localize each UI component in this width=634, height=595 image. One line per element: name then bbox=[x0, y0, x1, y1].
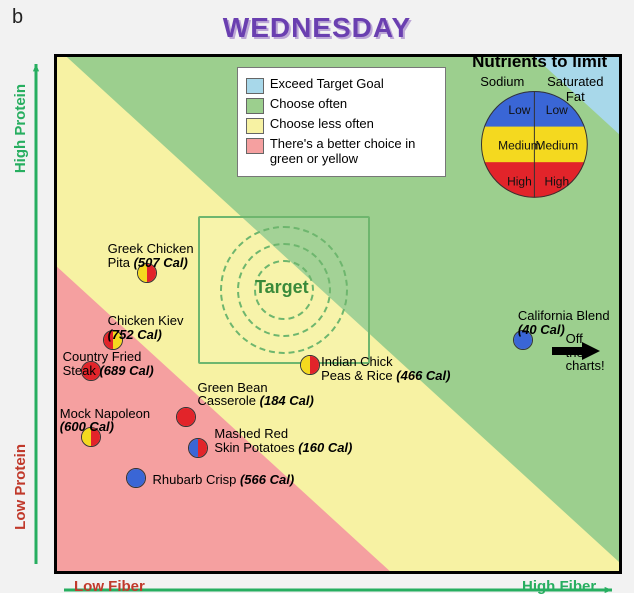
svg-text:Low: Low bbox=[509, 103, 531, 117]
legend-row: There's a better choice in green or yell… bbox=[246, 137, 437, 167]
food-point bbox=[176, 407, 196, 427]
food-point bbox=[126, 468, 146, 488]
svg-text:Medium: Medium bbox=[498, 139, 541, 153]
chart-area: Target Exceed Target GoalChoose oftenCho… bbox=[54, 54, 622, 574]
food-label: Green BeanCasserole (184 Cal) bbox=[198, 381, 314, 408]
axis-label: High Fiber bbox=[522, 578, 596, 595]
plot-area: Target Exceed Target GoalChoose oftenCho… bbox=[57, 57, 619, 571]
food-label: Mock Napoleon(600 Cal) bbox=[60, 407, 150, 434]
legend: Exceed Target Goal Choose often Choose les… bbox=[237, 67, 446, 177]
axis-label: Low Fiber bbox=[74, 578, 145, 595]
food-label: Rhubarb Crisp (566 Cal) bbox=[153, 473, 295, 487]
food-label: Mashed RedSkin Potatoes (160 Cal) bbox=[214, 427, 352, 454]
legend-row: Exceed Target Goal bbox=[246, 77, 437, 94]
figure: b WEDNESDAY WEDNESDAY Target Exceed Targ… bbox=[0, 0, 634, 593]
food-label: Chicken Kiev(752 Cal) bbox=[108, 314, 184, 341]
axis-label: Low Protein bbox=[12, 444, 29, 530]
svg-text:High: High bbox=[545, 174, 570, 188]
food-label: Country FriedSteak (689 Cal) bbox=[63, 350, 154, 377]
legend-row: Choose often bbox=[246, 97, 437, 114]
svg-text:Low: Low bbox=[546, 103, 568, 117]
food-label: Greek ChickenPita (507 Cal) bbox=[108, 242, 194, 269]
chart-title-main: WEDNESDAY bbox=[0, 12, 634, 44]
legend-row: Choose less often bbox=[246, 117, 437, 134]
food-point bbox=[188, 438, 208, 458]
food-point bbox=[300, 355, 320, 375]
svg-text:Medium: Medium bbox=[536, 139, 579, 153]
axis-label: High Protein bbox=[12, 84, 29, 173]
svg-text:High: High bbox=[507, 174, 532, 188]
food-label: Indian ChickPeas & Rice (466 Cal) bbox=[321, 355, 450, 382]
